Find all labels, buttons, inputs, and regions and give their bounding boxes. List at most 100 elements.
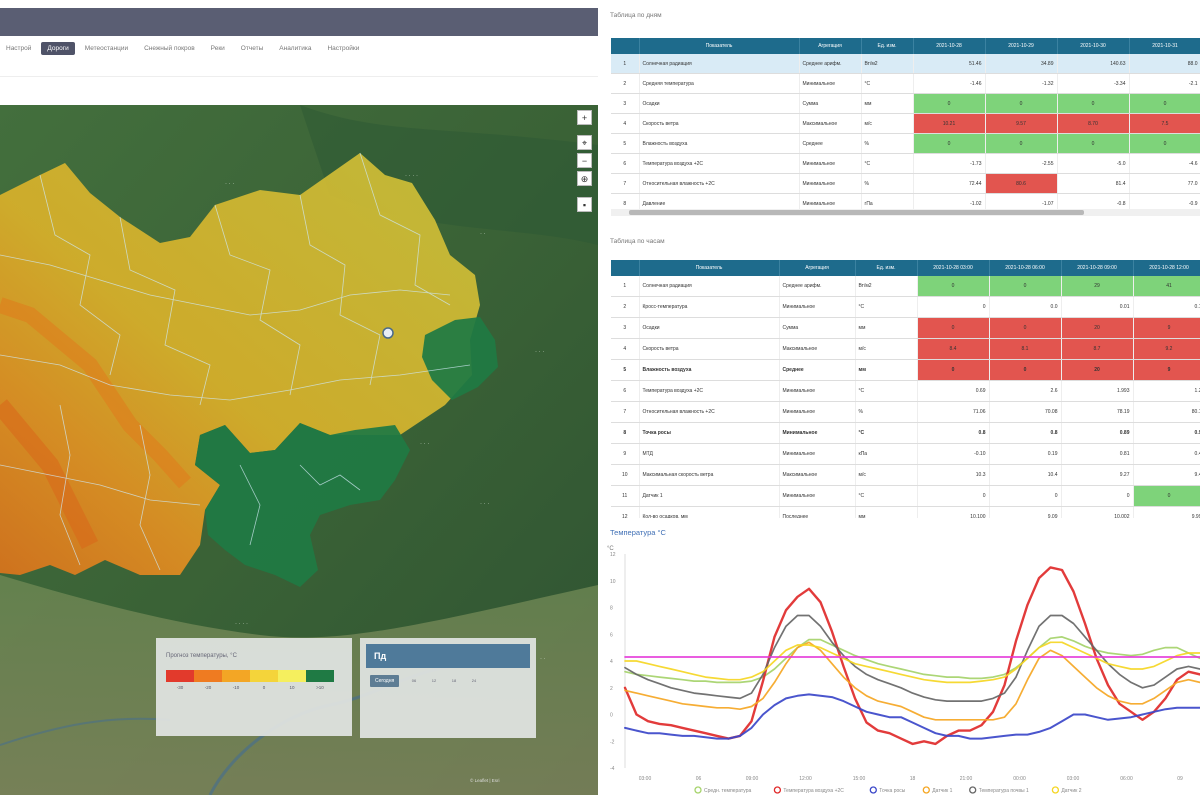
table-row[interactable]: 5 Влажность воздуха Среднее% 0 0 0 0 (611, 133, 1200, 154)
column-header[interactable]: Агрегация (799, 38, 862, 54)
today-button[interactable]: Сегодня (370, 675, 400, 687)
table-row[interactable]: 1 Солнечная радиация Среднее арифм. Вт/м2 51… (611, 54, 1200, 74)
zoom-in-button[interactable]: + (577, 110, 592, 125)
map-attribution[interactable]: © Leaflet | Esri (470, 778, 500, 783)
column-header[interactable] (611, 260, 640, 276)
column-header[interactable]: 2021-10-28 09:00 (1061, 260, 1134, 276)
x-tick-label: 12:00 (799, 776, 812, 782)
table-row[interactable]: 4 Скорость ветра Максимальное м/с 10.21 9.57 8… (611, 113, 1200, 134)
legend-entry[interactable]: Температура воздуха +2С (783, 788, 844, 794)
legend-marker[interactable] (1051, 786, 1060, 794)
series-line-2[interactable] (624, 693, 1200, 740)
table-row[interactable]: 2 Средняя температура Минимальное °С -1.46 -1… (611, 73, 1200, 94)
map-view[interactable]: · · · · · · · · · · · · · · · · · · · · … (0, 105, 598, 795)
table-cell: 7 (611, 401, 640, 423)
table-cell: 9 (611, 443, 640, 465)
table-cell: 9.57 (985, 113, 1058, 134)
column-header[interactable] (611, 38, 640, 54)
y-tick-label: -4 (610, 766, 615, 772)
column-header[interactable]: Агрегация (779, 260, 856, 276)
tab-4[interactable]: Реки (210, 44, 225, 52)
table-row[interactable]: 6 Температура воздуха +2С Минимальное °С -1.… (611, 153, 1200, 174)
column-header[interactable]: 2021-10-31 (1129, 38, 1200, 54)
region-green-east[interactable] (422, 317, 498, 400)
column-header[interactable]: 2021-10-30 (1057, 38, 1130, 54)
legend-marker[interactable] (869, 786, 877, 794)
table-row[interactable]: 10 Максимальная скорость ветра Максимально… (611, 464, 1200, 486)
table-cell: 6 (611, 153, 640, 174)
tab-6[interactable]: Аналитика (279, 44, 312, 52)
table-row[interactable]: 2 Кросс-температура Минимальное °С 0 0.0 0.01 0… (611, 296, 1200, 318)
legend-entry[interactable]: Средн. температура (704, 788, 751, 794)
y-tick-label: 10 (610, 579, 616, 585)
locate-icon[interactable]: ⌖ (577, 135, 592, 150)
scrollbar-thumb[interactable] (629, 210, 1084, 215)
legend-label: 0 (262, 685, 266, 690)
legend-entry[interactable]: Точка росы (879, 788, 905, 794)
table-cell: 7.5 (1129, 113, 1200, 134)
series-line-3[interactable] (624, 641, 1200, 721)
tab-1[interactable]: Дороги (41, 41, 75, 55)
legend-marker[interactable] (694, 786, 702, 794)
tab-5[interactable]: Отчеты (240, 44, 264, 52)
tab-7[interactable]: Настройки (327, 44, 360, 52)
legend-entry[interactable]: Датчик 2 (1061, 788, 1081, 794)
legend-marker[interactable] (773, 786, 782, 794)
column-header[interactable]: 2021-10-29 (985, 38, 1058, 54)
column-header[interactable]: Ед. изм. (861, 38, 914, 54)
table-cell: 0 (913, 93, 986, 114)
column-header[interactable]: 2021-10-28 03:00 (917, 260, 990, 276)
table-cell: мм (855, 359, 918, 381)
table-row[interactable]: 12 Кол-во осадков, мм Последнее мм 10.100 9.0… (611, 506, 1200, 518)
table-row[interactable]: 6 Температура воздуха +2С Минимальное °С 0.6… (611, 380, 1200, 402)
chart-legend: Средн. температура Температура воздуха +2… (694, 786, 1082, 794)
table-cell: °С (855, 296, 918, 318)
legend-swatches (166, 670, 334, 682)
column-header[interactable]: Показатель (639, 260, 780, 276)
table-row[interactable]: 1 Солнечная радиация Среднее арифм. Вт/м2 0 0… (611, 276, 1200, 297)
table-row[interactable]: 3 Осадки Сумма мм 0 0 0 0 (611, 93, 1200, 114)
table-cell: -1.02 (913, 193, 986, 209)
time-tick: 24 (471, 678, 477, 683)
legend-entry[interactable]: Температура почвы 1 (979, 788, 1029, 794)
table-cell: МТД (639, 443, 780, 465)
region-green[interactable] (195, 423, 410, 587)
table-row[interactable]: 8 Давление Минимальное гПа -1.02 -1.07 -0.8 -0.… (611, 193, 1200, 209)
series-line-4[interactable] (624, 614, 1200, 702)
table-row[interactable]: 7 Относительная влажность +2С Минимальное%… (611, 401, 1200, 423)
column-header[interactable]: 2021-10-28 12:00 (1133, 260, 1200, 276)
legend-marker[interactable] (969, 786, 977, 794)
zoom-out-button[interactable]: − (577, 153, 592, 168)
table-cell: 2 (611, 73, 640, 94)
table-cell: 10.100 (917, 506, 990, 518)
tab-0[interactable]: Настрой (6, 44, 32, 52)
table-row[interactable]: 5 Влажность воздуха Среднее мм 0 0 20 9 (611, 359, 1200, 381)
table-row[interactable]: 11 Датчик 1 Минимальное °С 0 0 0 0 (611, 485, 1200, 507)
horizontal-scrollbar[interactable] (611, 209, 1200, 216)
region-main[interactable] (0, 153, 480, 575)
column-header[interactable]: 2021-10-28 06:00 (989, 260, 1062, 276)
table-cell: 0.8 (917, 422, 990, 444)
series-line-0[interactable] (624, 636, 1200, 684)
table-row[interactable]: 3 Осадки Сумма мм 0 0 20 9 (611, 317, 1200, 339)
table-cell: 0.19 (989, 443, 1062, 465)
series-line-1[interactable] (623, 566, 1200, 746)
table-cell: Минимальное (799, 193, 862, 209)
layers-icon[interactable]: ⊕ (577, 171, 592, 186)
table-cell: Сумма (779, 317, 856, 339)
column-header[interactable]: Ед. изм. (855, 260, 918, 276)
table-row[interactable]: 4 Скорость ветра Максимальное м/с 8.4 8.1 8.7 9… (611, 338, 1200, 360)
map-marker-icon[interactable] (382, 327, 394, 339)
column-header[interactable]: 2021-10-28 (913, 38, 986, 54)
tab-3[interactable]: Снежный покров (144, 44, 195, 52)
table-cell: 10.3 (917, 464, 990, 486)
table-row[interactable]: 7 Относительная влажность +2С Минимальное%… (611, 173, 1200, 194)
fullscreen-icon[interactable]: ▪ (577, 197, 592, 212)
series-line-5[interactable] (624, 641, 1200, 684)
tab-2[interactable]: Метеостанции (84, 44, 129, 52)
legend-entry[interactable]: Датчик 1 (932, 788, 952, 794)
legend-marker[interactable] (922, 786, 930, 794)
column-header[interactable]: Показатель (639, 38, 800, 54)
